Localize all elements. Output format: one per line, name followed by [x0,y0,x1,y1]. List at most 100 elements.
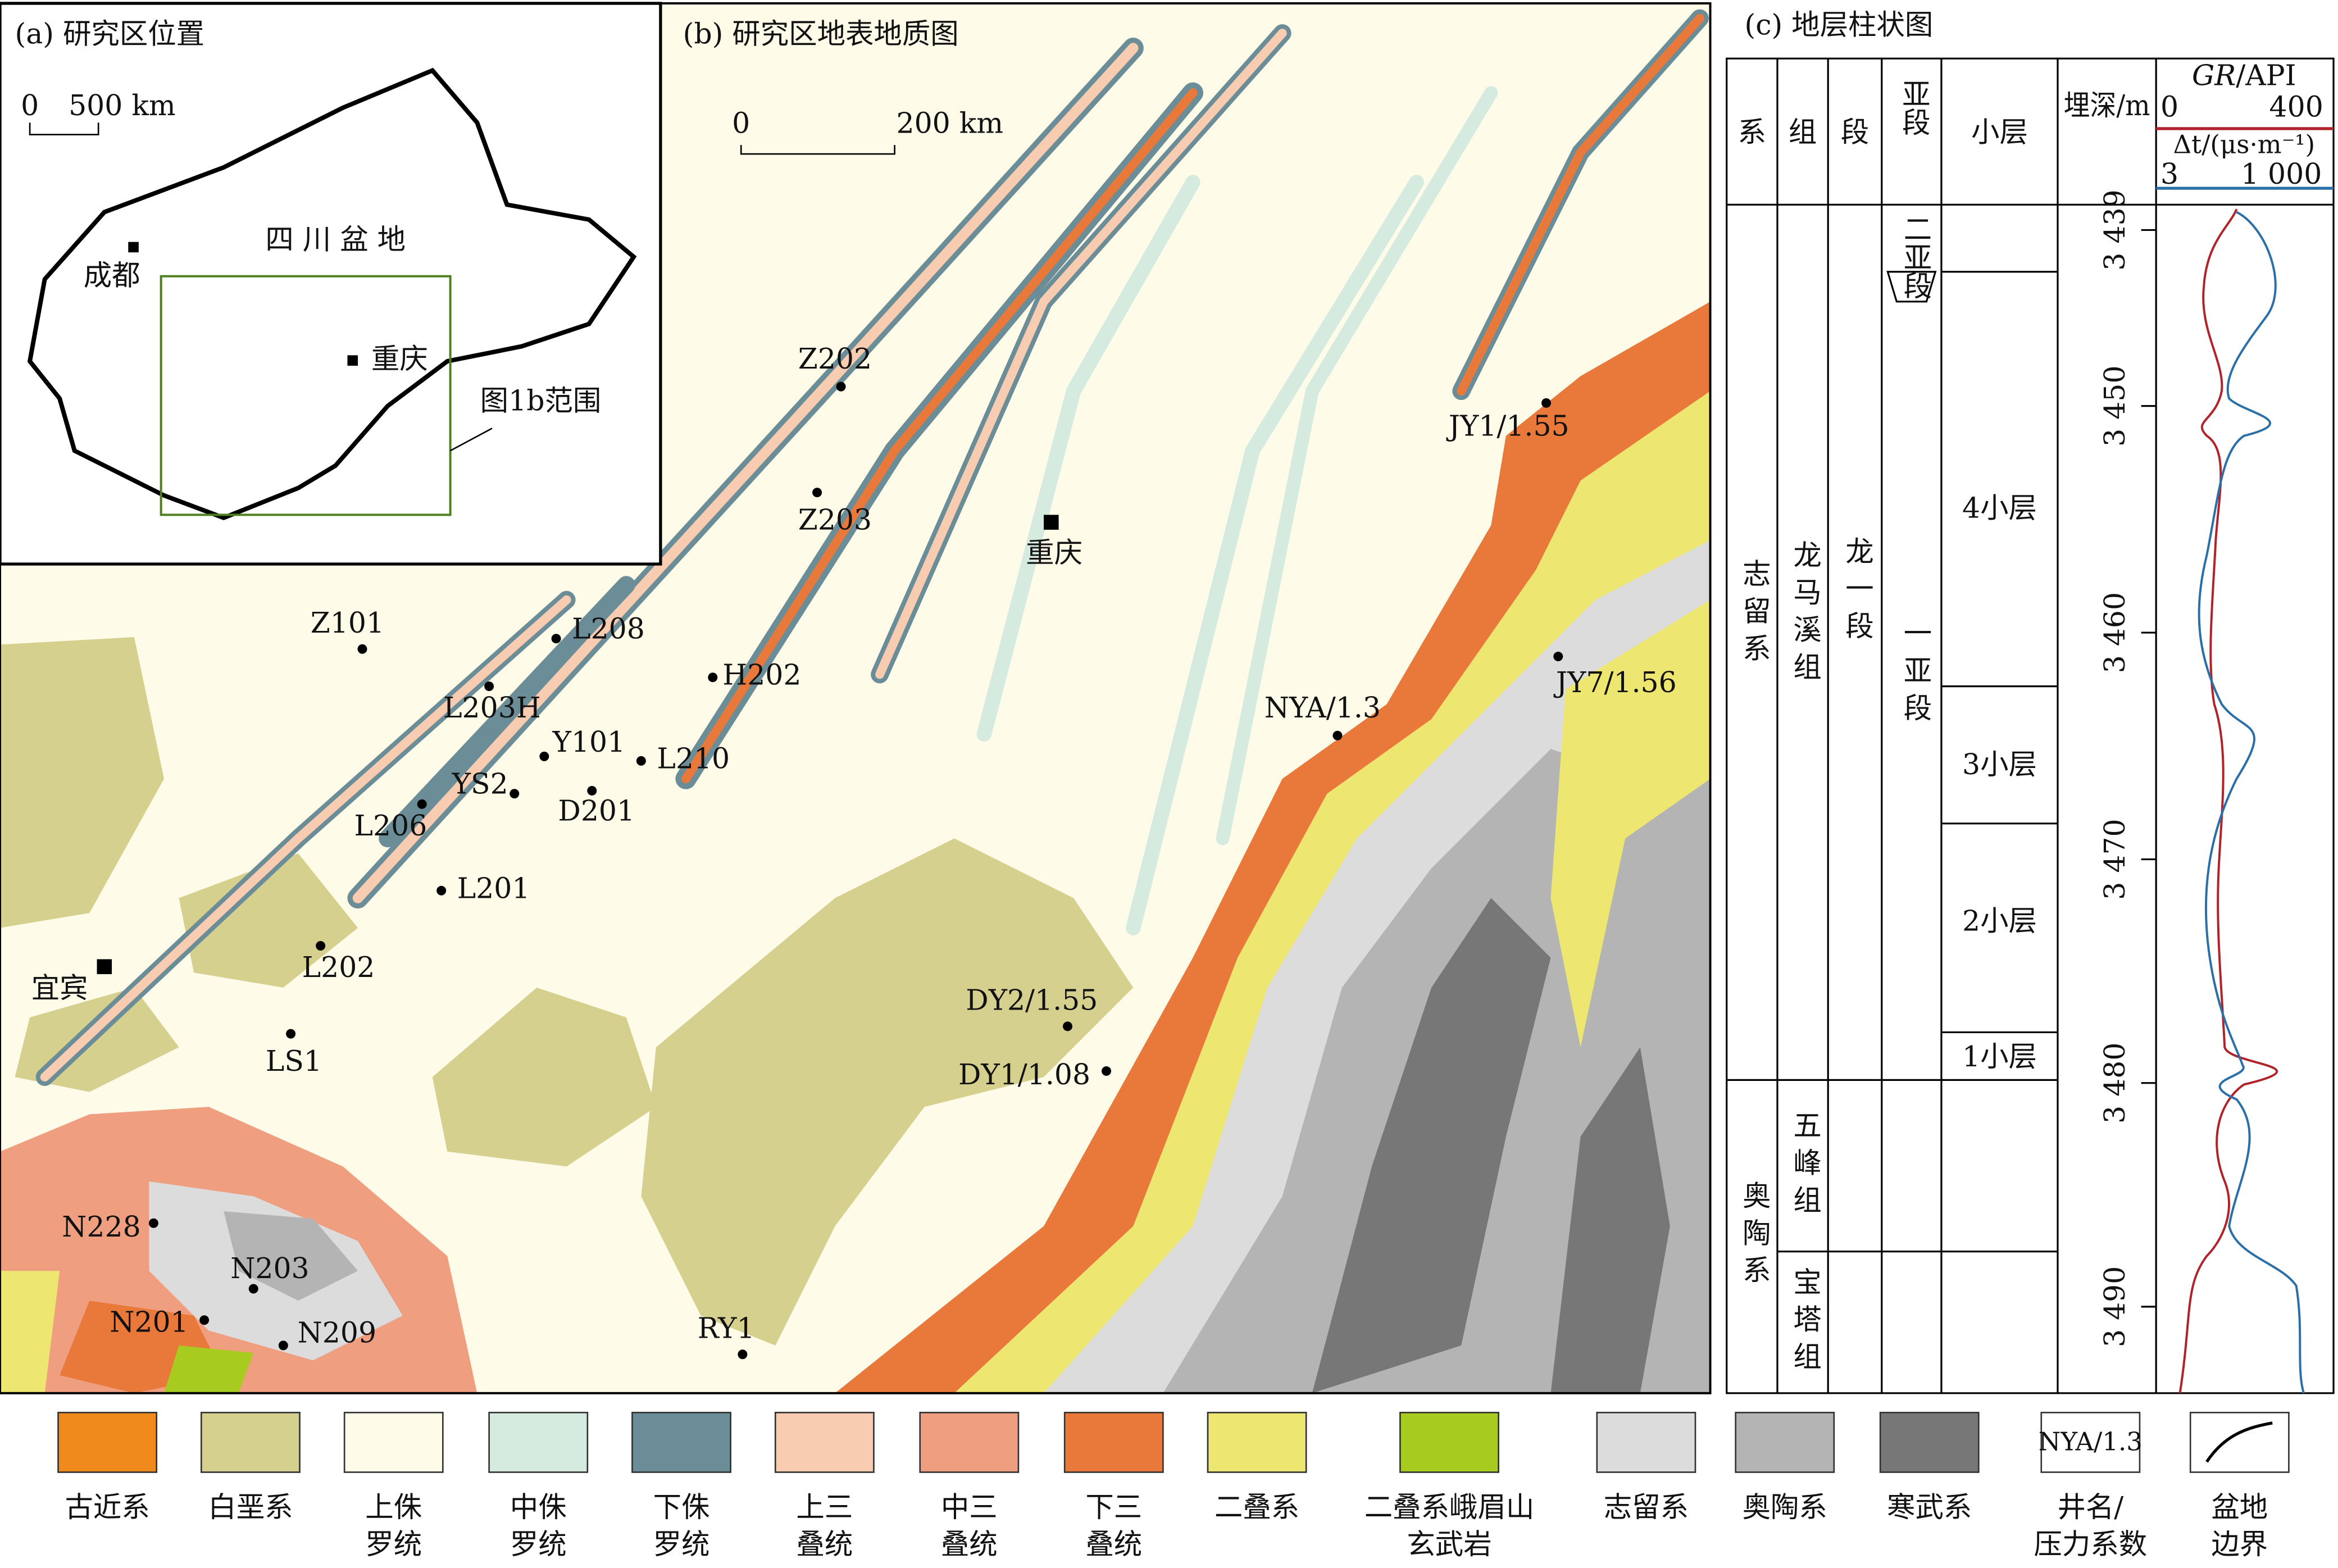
cretaceous [179,853,358,988]
scale-label: 200 km [896,107,1003,140]
formation-label: 五峰组 [1789,1111,1822,1222]
legend-sample: NYA/1.3 [2039,1427,2143,1457]
legend-swatch [1596,1411,1696,1473]
well-marker [148,1218,158,1228]
well-marker [199,1315,210,1325]
header-label: 段 [1841,116,1869,149]
legend-label: 志留系 [1604,1490,1689,1524]
legend-swatch [1207,1411,1307,1473]
extent-label: 图1b范围 [480,384,602,417]
depth-label: 3 480 [2098,1043,2131,1124]
ordovician [224,1211,358,1301]
submember-label: 一亚段 [1899,619,1932,730]
city-marker [347,355,358,366]
header-label: 小层 [1971,116,2028,149]
panel-a: (a) 研究区位置 0 500 km 四 川 盆 地 成都 重庆 图1b范围 [0,2,662,566]
header-label: 埋深/m [2064,89,2150,122]
city-label: 重庆 [1026,536,1082,569]
well-marker [812,488,822,498]
legend-swatch [774,1411,875,1473]
legend-swatch [488,1411,589,1473]
well-marker [278,1340,288,1351]
gr-max: 400 [2269,90,2323,123]
panel-a-title: (a) 研究区位置 [15,17,205,50]
scale-label: 0 [732,107,750,140]
legend-boundary-sample [2205,1421,2273,1463]
basalt [163,1345,254,1393]
legend-label: 压力系数 [2034,1528,2148,1561]
well-marker [551,634,561,644]
legend-label: 下侏 [653,1490,710,1524]
legend-label: 边界 [2211,1528,2268,1561]
legend-swatch [1399,1411,1499,1473]
well-label: DY2/1.55 [966,983,1098,1016]
well-label: YS2 [452,767,508,800]
permian [1550,599,1711,1047]
legend-label: 二叠系 [1215,1490,1299,1524]
well-label: N209 [298,1316,376,1349]
legend-label: 寒武系 [1887,1490,1972,1524]
well-label: D201 [558,794,635,827]
well-marker [636,756,646,766]
well-marker [510,789,520,799]
well-marker [708,672,718,683]
legend-label: 中侏 [510,1490,567,1524]
legend-label: 中三 [941,1490,998,1524]
legend-label: 罗统 [365,1528,422,1561]
cambrian [1312,898,1551,1393]
legend-label: 叠统 [941,1528,998,1561]
well-marker [1332,730,1343,740]
depth-label: 3 439 [2098,189,2131,270]
well-marker [248,1284,258,1294]
panel-c: (c) 地层柱状图 系组段亚段 小层 埋深/m GR/API 0 400 Δt/(μs·m⁻… [1726,8,2335,1394]
legend-swatch [631,1411,731,1473]
scale-bar [29,122,99,135]
legend-label: 井名/ [2057,1490,2123,1524]
legend-label: 叠统 [1085,1528,1142,1561]
column-frame [1726,57,2335,1394]
well-marker [1063,1021,1072,1031]
legend-swatch [1879,1411,1980,1473]
leader-line [449,428,493,452]
geology-map [0,3,1711,1393]
scale-bar [740,145,895,155]
layer-label: 2小层 [1962,905,2037,938]
gr-min: 0 [2160,90,2178,123]
depth-label: 3 470 [2098,819,2131,899]
legend-label: 二叠系峨眉山 [1364,1490,1535,1524]
city-marker [1044,515,1059,530]
gr-name: GR [2192,59,2236,92]
legend-swatch [919,1411,1020,1473]
formation-label: 宝塔组 [1789,1267,1822,1379]
well-label: JY7/1.56 [1553,666,1677,699]
system-label: 志留系 [1738,559,1771,671]
gr-unit: /API [2236,59,2296,92]
scale-label: 500 km [69,89,176,122]
legend-swatch [1735,1411,1835,1473]
city-marker [97,959,112,974]
dt-header: Δt/(μs·m⁻¹) [2173,129,2315,159]
legend-label: 叠统 [796,1528,853,1561]
legend-label: 罗统 [510,1528,567,1561]
legend-swatch [57,1411,158,1473]
well-label: L206 [354,809,427,842]
formation-label: 龙马溪组 [1789,540,1822,689]
city-label: 宜宾 [31,971,88,1005]
layer-label: 1小层 [1962,1040,2037,1073]
legend-label: 上侏 [365,1490,422,1524]
dt-curve [2198,211,2305,1394]
gr-curve [2178,208,2278,1394]
basin-boundary [27,67,637,520]
panel-c-title: (c) 地层柱状图 [1745,8,1934,41]
well-label: LS1 [266,1044,322,1078]
cretaceous [0,637,164,928]
panel-b-frame [0,2,1712,1394]
well-marker [436,885,447,896]
layer-label: 4小层 [1962,491,2037,524]
well-label: L202 [302,951,375,984]
legend-swatch [1063,1411,1164,1473]
cretaceous [641,838,1134,1346]
well-marker [587,785,597,796]
legend-label: 上三 [796,1490,853,1524]
